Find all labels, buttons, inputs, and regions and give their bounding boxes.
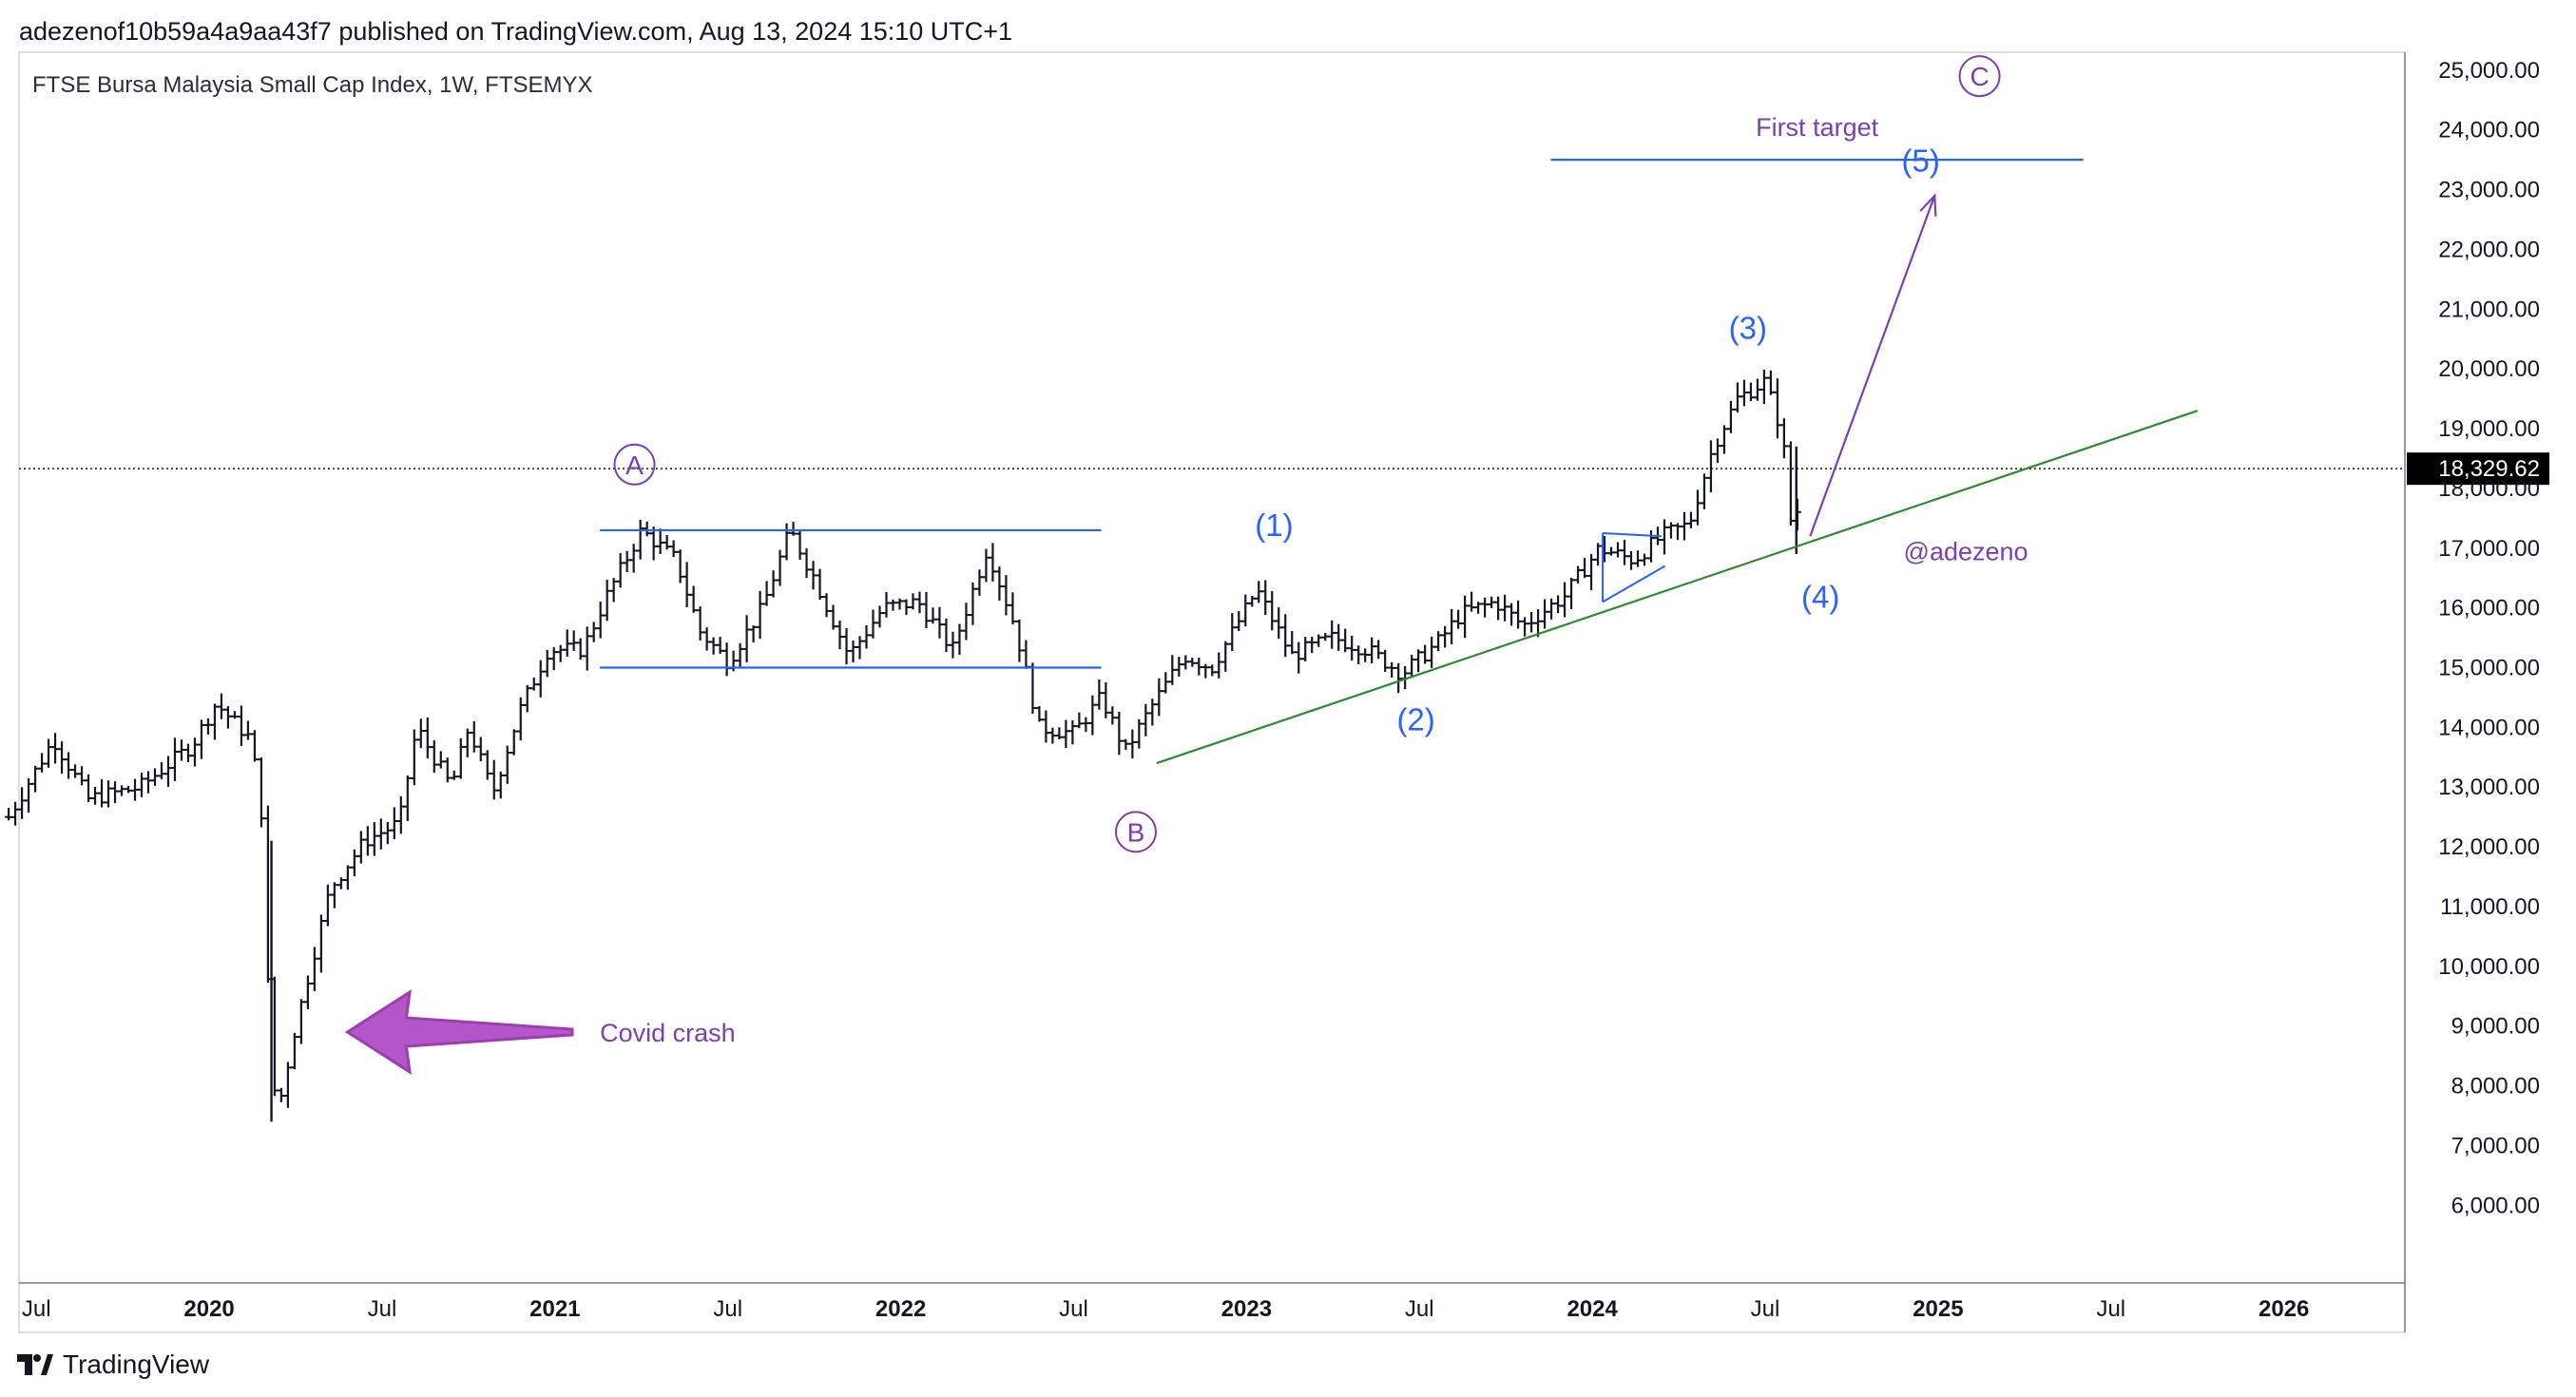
tradingview-logo-icon — [17, 1354, 53, 1375]
minor-wave-label: (4) — [1801, 580, 1839, 615]
wave-circle — [1958, 55, 2001, 98]
x-tick-label: 2025 — [1913, 1296, 1963, 1322]
x-tick-label: 2020 — [183, 1296, 234, 1322]
y-tick-label: 24,000.00 — [2438, 118, 2540, 144]
x-tick-label: Jul — [368, 1296, 397, 1322]
x-tick-label: 2024 — [1567, 1296, 1618, 1322]
projection-arrow — [1809, 195, 1936, 537]
current-price-tag — [2407, 452, 2549, 486]
minor-wave-label: (1) — [1255, 507, 1293, 543]
time-axis: Jul 2020 Jul 2021 Jul 2022 Jul 2023 Jul 2024 Jul 20… — [22, 1296, 2310, 1322]
y-tick-label: 12,000.00 — [2438, 834, 2540, 860]
tradingview-brand: TradingView — [63, 1349, 210, 1379]
minor-wave-label: (2) — [1396, 702, 1434, 737]
price-bars — [5, 369, 1801, 1122]
x-tick-label: 2021 — [529, 1296, 580, 1322]
major-wave-label: C — [1970, 62, 1989, 91]
x-tick-label: Jul — [22, 1296, 51, 1322]
y-tick-label: 7,000.00 — [2451, 1133, 2540, 1158]
publish-line: adezenof10b59a4a9aa43f7 published on Tra… — [19, 17, 1013, 46]
trend-line — [1156, 410, 2199, 765]
symbol-title: FTSE Bursa Malaysia Small Cap Index, 1W,… — [32, 72, 593, 98]
x-tick-label: Jul — [1405, 1296, 1434, 1322]
tradingview-logo[interactable]: TradingView — [17, 1349, 209, 1380]
minor-wave-label: (5) — [1902, 144, 1940, 179]
price-axis: 25,000.00 24,000.00 23,000.00 22,000.00 21,0… — [2438, 58, 2540, 1218]
y-tick-label: 21,000.00 — [2438, 297, 2540, 322]
y-tick-label: 11,000.00 — [2440, 894, 2540, 920]
y-tick-label: 9,000.00 — [2451, 1014, 2540, 1040]
x-tick-label: Jul — [1059, 1296, 1088, 1322]
covid-crash-arrow — [344, 988, 574, 1075]
y-tick-label: 19,000.00 — [2438, 416, 2540, 442]
current-price-label: 18,329.62 — [2438, 456, 2540, 482]
y-tick-label: 18,000.00 — [2438, 476, 2540, 502]
y-tick-label: 14,000.00 — [2438, 715, 2540, 740]
x-tick-label: 2026 — [2259, 1296, 2309, 1322]
y-tick-label: 10,000.00 — [2438, 954, 2540, 980]
wave-circle — [613, 443, 656, 486]
triangle-bottom-line — [1602, 565, 1666, 603]
covid-crash-label: Covid crash — [600, 1019, 736, 1047]
y-tick-label: 25,000.00 — [2438, 58, 2540, 84]
y-tick-label: 8,000.00 — [2451, 1074, 2540, 1100]
y-tick-label: 22,000.00 — [2438, 237, 2540, 262]
x-tick-label: Jul — [2096, 1296, 2125, 1322]
y-tick-label: 16,000.00 — [2438, 596, 2540, 622]
x-tick-label: 2022 — [875, 1296, 926, 1322]
y-tick-label: 15,000.00 — [2438, 656, 2540, 681]
y-tick-label: 13,000.00 — [2438, 775, 2540, 800]
y-tick-label: 20,000.00 — [2438, 356, 2540, 382]
first-target-label: First target — [1756, 113, 1879, 142]
author-tag: @adezeno — [1904, 537, 2028, 565]
plot-border — [18, 51, 2406, 1333]
wave-circle — [1114, 811, 1157, 853]
major-wave-label: B — [1127, 817, 1145, 847]
annotations: 18,329.62 First target Covid crash @adezeno… — [19, 55, 2549, 1075]
x-tick-label: Jul — [713, 1296, 742, 1322]
chart-frame — [18, 51, 2406, 1333]
minor-wave-label: (3) — [1729, 311, 1767, 346]
y-tick-label: 17,000.00 — [2438, 536, 2540, 562]
major-wave-label: A — [625, 450, 644, 480]
x-tick-label: Jul — [1751, 1296, 1780, 1322]
y-tick-label: 6,000.00 — [2451, 1193, 2540, 1218]
y-tick-label: 23,000.00 — [2438, 178, 2540, 203]
x-tick-label: 2023 — [1221, 1296, 1272, 1322]
projection-arrow-head — [1919, 193, 1937, 217]
triangle-top-line — [1603, 532, 1662, 538]
